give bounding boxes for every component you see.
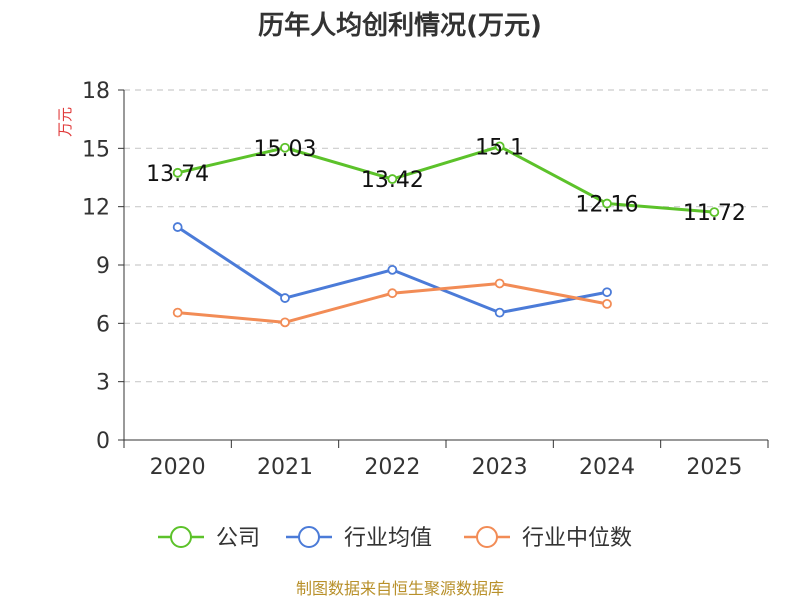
y-tick-label: 18 [82,79,110,104]
data-point[interactable] [494,141,505,152]
data-point[interactable] [280,317,290,328]
axes: 0 3 6 9 12 15 18 2020 2021 2022 2023 2024 2025 [82,79,769,480]
data-point[interactable] [602,287,612,298]
data-point[interactable] [280,293,290,303]
y-axis-unit: 万元 [56,107,74,137]
data-point[interactable] [494,278,505,289]
data-point[interactable] [387,174,398,184]
y-tick-label: 12 [82,196,110,221]
x-tick-label: 2025 [686,455,742,480]
legend-marker [298,526,320,548]
data-point[interactable] [172,307,183,318]
legend-item-2[interactable]: 行业均值 [286,526,432,551]
data-point[interactable] [494,307,505,318]
data-point[interactable] [387,288,398,299]
grid [124,89,768,383]
series-3 [172,278,612,328]
y-tick-label: 3 [96,371,110,396]
data-label: 15.1 [475,135,524,160]
data-point[interactable] [602,198,612,209]
data-label: 13.42 [361,168,424,193]
x-tick-label: 2024 [579,455,635,480]
data-point[interactable] [709,207,720,218]
data-label: 12.16 [576,193,639,218]
source-credit: 制图数据来自恒生聚源数据库 [296,579,504,598]
data-labels: 13.74 15.03 13.42 15.1 12.16 11.72 [146,135,746,226]
legend-item-1[interactable]: 公司 [158,526,260,551]
legend-label: 公司 [216,526,260,551]
data-point[interactable] [387,264,398,275]
x-tick-label: 2021 [257,455,313,480]
y-tick-label: 9 [96,254,110,279]
chart-title: 历年人均创利情况(万元) [258,10,542,41]
y-tick-label: 15 [82,137,110,162]
series [172,141,720,328]
y-tick-label: 0 [96,429,110,454]
y-tick-label: 6 [96,312,110,337]
data-point[interactable] [602,298,612,309]
data-point[interactable] [172,222,183,232]
legend-item-3[interactable]: 行业中位数 [464,526,632,551]
legend[interactable]: 公司 行业均值 行业中位数 [158,526,632,551]
legend-marker [476,526,498,548]
x-tick-label: 2020 [150,455,206,480]
data-point[interactable] [280,142,290,153]
data-label: 11.72 [683,201,746,226]
x-tick-label: 2022 [364,455,420,480]
series-1 [172,141,720,218]
series-2 [172,222,612,318]
data-label: 15.03 [254,137,317,162]
data-point[interactable] [172,167,183,178]
legend-label: 行业均值 [344,526,432,551]
data-label: 13.74 [146,162,209,187]
legend-label: 行业中位数 [522,526,632,551]
legend-marker [170,526,192,548]
series-line [177,144,715,214]
x-tick-label: 2023 [472,455,528,480]
